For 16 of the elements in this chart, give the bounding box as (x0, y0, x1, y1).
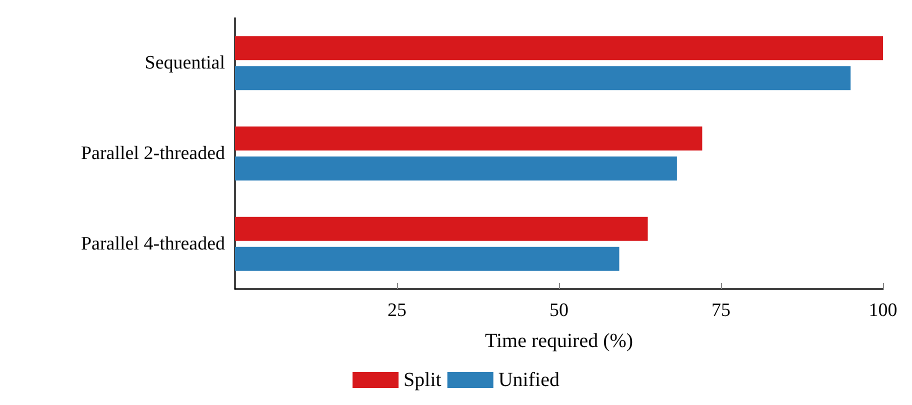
legend-label: Split (404, 369, 442, 391)
x-axis-title: Time required (%) (484, 330, 634, 352)
bar (235, 36, 883, 60)
x-tick-label: 75 (712, 300, 730, 321)
bar (235, 66, 851, 90)
legend-label: Unified (498, 369, 560, 391)
x-tick-label: 100 (868, 300, 898, 321)
y-tick-label: Parallel 2-threaded (80, 143, 226, 164)
x-tick-label: 25 (388, 300, 406, 321)
bar (235, 126, 702, 150)
bar (235, 216, 648, 241)
bar (235, 246, 620, 271)
bar (235, 156, 677, 180)
y-tick-label: Parallel 4-threaded (80, 233, 226, 254)
y-tick-label: Sequential (144, 52, 225, 74)
x-tick-label: 50 (550, 300, 568, 321)
